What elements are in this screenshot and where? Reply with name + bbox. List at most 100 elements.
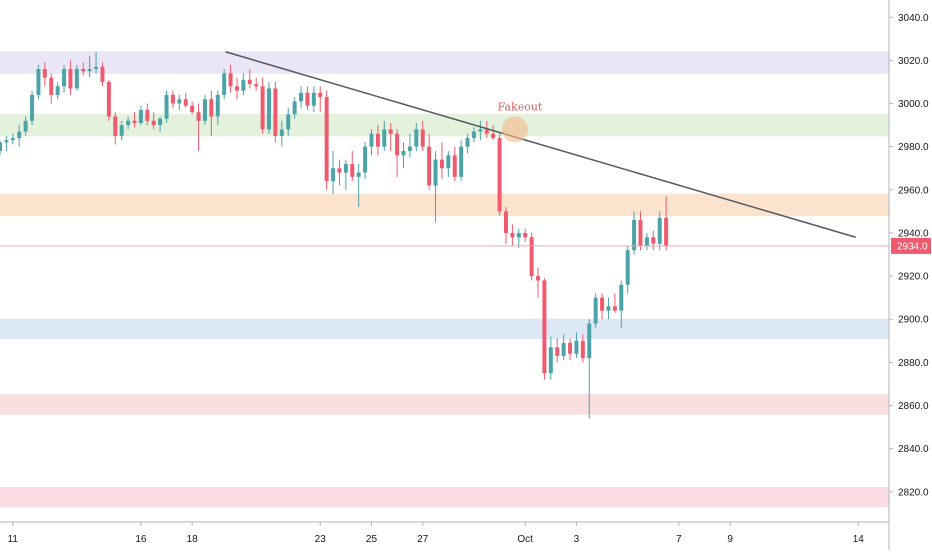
- candle: [420, 120, 425, 151]
- candle: [94, 51, 99, 74]
- candle: [292, 97, 297, 119]
- candle-body: [606, 306, 611, 311]
- candle-body: [478, 129, 483, 132]
- candle-body: [222, 73, 227, 95]
- candle-body: [23, 120, 28, 132]
- candle: [491, 125, 496, 141]
- candle-body: [4, 140, 9, 143]
- candle: [87, 56, 92, 78]
- candle: [190, 101, 195, 115]
- candle-body: [151, 120, 156, 126]
- candle: [36, 64, 41, 100]
- candle: [414, 122, 419, 151]
- candle-body: [17, 131, 22, 139]
- candle-body: [580, 340, 585, 359]
- candle-body: [664, 217, 669, 246]
- candles-layer: [0, 51, 669, 419]
- candle-body: [587, 323, 592, 359]
- candle-body: [369, 133, 374, 147]
- candle-body: [561, 342, 566, 356]
- candle: [465, 133, 470, 154]
- candle: [651, 230, 656, 251]
- candle: [42, 62, 47, 87]
- overlay-layer: Fakeout: [0, 51, 889, 247]
- zone-2: [0, 193, 890, 217]
- candle-body: [568, 342, 573, 354]
- candle-body: [452, 155, 457, 177]
- candle: [452, 146, 457, 182]
- candle: [632, 211, 637, 255]
- candle-body: [183, 99, 188, 106]
- candle: [151, 112, 156, 130]
- candle-body: [145, 110, 150, 121]
- candle: [279, 120, 284, 147]
- x-tick-label: 16: [135, 534, 147, 545]
- candle: [561, 334, 566, 361]
- x-tick-label: 9: [727, 534, 733, 545]
- candle: [30, 90, 35, 126]
- candle: [593, 293, 598, 328]
- candle: [138, 105, 143, 126]
- candle: [273, 81, 278, 143]
- candle: [247, 69, 252, 89]
- candle: [132, 112, 137, 128]
- candle: [0, 140, 2, 156]
- candle-body: [625, 250, 630, 285]
- candle: [164, 90, 169, 123]
- candle-body: [158, 118, 163, 126]
- candle-body: [395, 133, 400, 156]
- candle: [222, 69, 227, 100]
- candle-body: [343, 163, 348, 173]
- candle-body: [0, 142, 2, 151]
- candle-body: [81, 69, 86, 72]
- candle-body: [388, 129, 393, 134]
- candle: [446, 150, 451, 177]
- candle-body: [228, 73, 233, 87]
- candle: [305, 86, 310, 111]
- candle-body: [254, 84, 259, 87]
- candle-body: [497, 138, 502, 212]
- candle: [401, 142, 406, 169]
- candle: [664, 196, 669, 251]
- candle-body: [536, 276, 540, 281]
- x-axis: 11 16 18 23 25 27 Oct 3 7 9 14: [0, 521, 889, 545]
- candle: [395, 129, 400, 177]
- y-tick-label: 2960.0: [898, 185, 929, 196]
- candle: [574, 332, 579, 359]
- candle-body: [113, 116, 118, 136]
- y-tick-label: 2900.0: [898, 315, 929, 326]
- candle: [497, 133, 502, 216]
- candle: [587, 319, 592, 419]
- candle: [145, 103, 150, 126]
- candle-body: [459, 146, 464, 177]
- candle: [260, 77, 265, 134]
- candle-body: [318, 92, 323, 98]
- candle: [23, 116, 28, 136]
- candle-body: [119, 125, 124, 136]
- candle: [68, 60, 73, 95]
- candle-body: [523, 232, 528, 238]
- candle-body: [548, 347, 553, 374]
- candle-body: [644, 237, 649, 246]
- x-tick-label: 11: [8, 534, 19, 545]
- candle-body: [260, 86, 265, 130]
- candle: [119, 120, 124, 141]
- candle: [407, 133, 412, 158]
- candle-body: [491, 133, 496, 139]
- candle: [523, 228, 528, 242]
- candle: [196, 103, 201, 151]
- candle-body: [446, 155, 451, 169]
- x-tick-label: Oct: [517, 534, 533, 545]
- candle: [619, 280, 624, 328]
- candle: [439, 142, 444, 180]
- y-tick-label: 3040.0: [898, 13, 929, 24]
- candle: [113, 112, 118, 145]
- candle-body: [555, 347, 560, 356]
- candle: [369, 129, 374, 156]
- candle: [516, 228, 521, 249]
- candle: [625, 245, 630, 294]
- candle: [209, 90, 214, 136]
- candle-body: [87, 69, 92, 72]
